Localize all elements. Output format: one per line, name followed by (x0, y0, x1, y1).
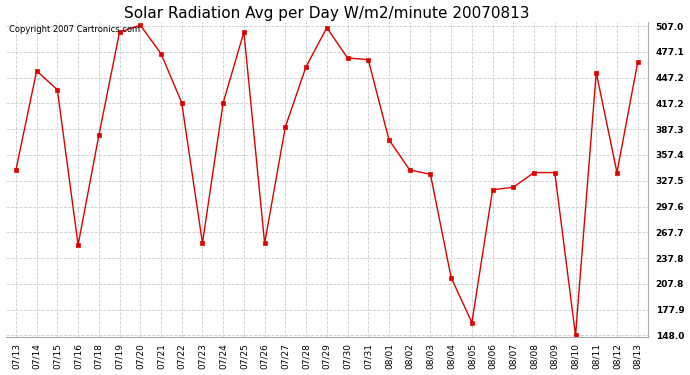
Text: Copyright 2007 Cartronics.com: Copyright 2007 Cartronics.com (9, 25, 140, 34)
Title: Solar Radiation Avg per Day W/m2/minute 20070813: Solar Radiation Avg per Day W/m2/minute … (124, 6, 529, 21)
